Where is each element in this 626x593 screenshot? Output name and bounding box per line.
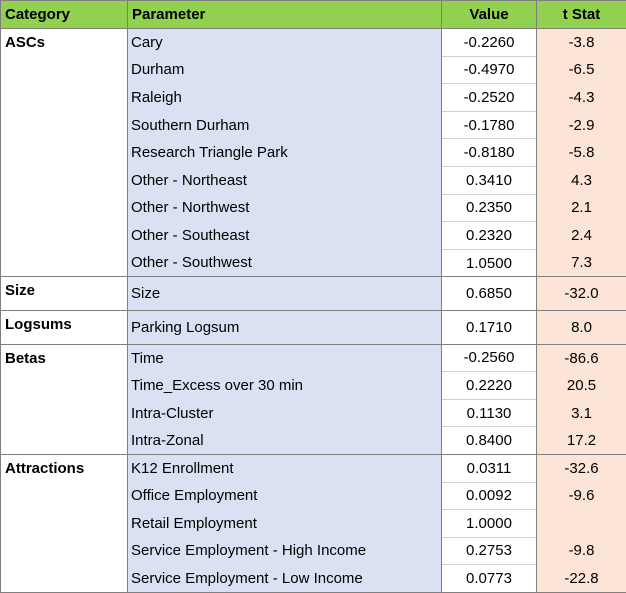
value-cell: 0.2350	[442, 194, 537, 222]
category-cell: ASCs	[1, 29, 128, 277]
tstat-cell: 3.1	[537, 399, 626, 427]
tstat-cell: -4.3	[537, 84, 626, 112]
value-cell: 0.1710	[442, 310, 537, 344]
value-cell: 1.0000	[442, 510, 537, 538]
tstat-cell: -32.6	[537, 454, 626, 482]
tstat-cell: -3.8	[537, 29, 626, 57]
header-parameter: Parameter	[128, 1, 442, 29]
value-cell: -0.2260	[442, 29, 537, 57]
value-cell: -0.8180	[442, 139, 537, 167]
value-cell: 0.2220	[442, 372, 537, 400]
value-cell: 0.0773	[442, 565, 537, 593]
parameter-cell: Southern Durham	[128, 111, 442, 139]
parameter-cell: Other - Northwest	[128, 194, 442, 222]
tstat-cell: -22.8	[537, 565, 626, 593]
tstat-cell: 2.1	[537, 194, 626, 222]
category-cell: Logsums	[1, 310, 128, 344]
tstat-cell: 7.3	[537, 249, 626, 277]
header-category: Category	[1, 1, 128, 29]
parameter-cell: Other - Southeast	[128, 222, 442, 250]
parameter-cell: Parking Logsum	[128, 310, 442, 344]
parameter-cell: Other - Southwest	[128, 249, 442, 277]
parameter-cell: Durham	[128, 56, 442, 84]
tstat-cell: 8.0	[537, 310, 626, 344]
parameter-cell: Size	[128, 277, 442, 311]
parameter-cell: Office Employment	[128, 482, 442, 510]
parameter-cell: K12 Enrollment	[128, 454, 442, 482]
tstat-cell: -9.8	[537, 537, 626, 565]
parameter-cell: Time_Excess over 30 min	[128, 372, 442, 400]
value-cell: -0.4970	[442, 56, 537, 84]
value-cell: 0.3410	[442, 166, 537, 194]
parameter-cell: Service Employment - Low Income	[128, 565, 442, 593]
parameter-cell: Retail Employment	[128, 510, 442, 538]
tstat-cell: -5.8	[537, 139, 626, 167]
category-cell: Size	[1, 277, 128, 311]
header-value: Value	[442, 1, 537, 29]
header-row: Category Parameter Value t Stat	[1, 1, 626, 29]
value-cell: -0.2560	[442, 344, 537, 372]
tstat-cell: -86.6	[537, 344, 626, 372]
category-cell: Betas	[1, 344, 128, 454]
tstat-cell: 4.3	[537, 166, 626, 194]
tstat-cell: 2.4	[537, 222, 626, 250]
value-cell: 0.6850	[442, 277, 537, 311]
tstat-cell: -32.0	[537, 277, 626, 311]
value-cell: -0.1780	[442, 111, 537, 139]
parameter-cell: Intra-Cluster	[128, 399, 442, 427]
tstat-cell: -9.6	[537, 482, 626, 510]
header-tstat: t Stat	[537, 1, 626, 29]
value-cell: 0.1130	[442, 399, 537, 427]
value-cell: 0.0311	[442, 454, 537, 482]
tstat-cell	[537, 510, 626, 538]
parameter-cell: Other - Northeast	[128, 166, 442, 194]
value-cell: 0.2753	[442, 537, 537, 565]
value-cell: 0.0092	[442, 482, 537, 510]
parameter-cell: Research Triangle Park	[128, 139, 442, 167]
value-cell: -0.2520	[442, 84, 537, 112]
parameter-cell: Intra-Zonal	[128, 427, 442, 455]
parameter-cell: Time	[128, 344, 442, 372]
value-cell: 0.2320	[442, 222, 537, 250]
parameter-cell: Service Employment - High Income	[128, 537, 442, 565]
tstat-cell: -6.5	[537, 56, 626, 84]
category-cell: Attractions	[1, 454, 128, 592]
value-cell: 1.0500	[442, 249, 537, 277]
tstat-cell: 20.5	[537, 372, 626, 400]
tstat-cell: -2.9	[537, 111, 626, 139]
tstat-cell: 17.2	[537, 427, 626, 455]
parameter-cell: Cary	[128, 29, 442, 57]
value-cell: 0.8400	[442, 427, 537, 455]
parameter-cell: Raleigh	[128, 84, 442, 112]
